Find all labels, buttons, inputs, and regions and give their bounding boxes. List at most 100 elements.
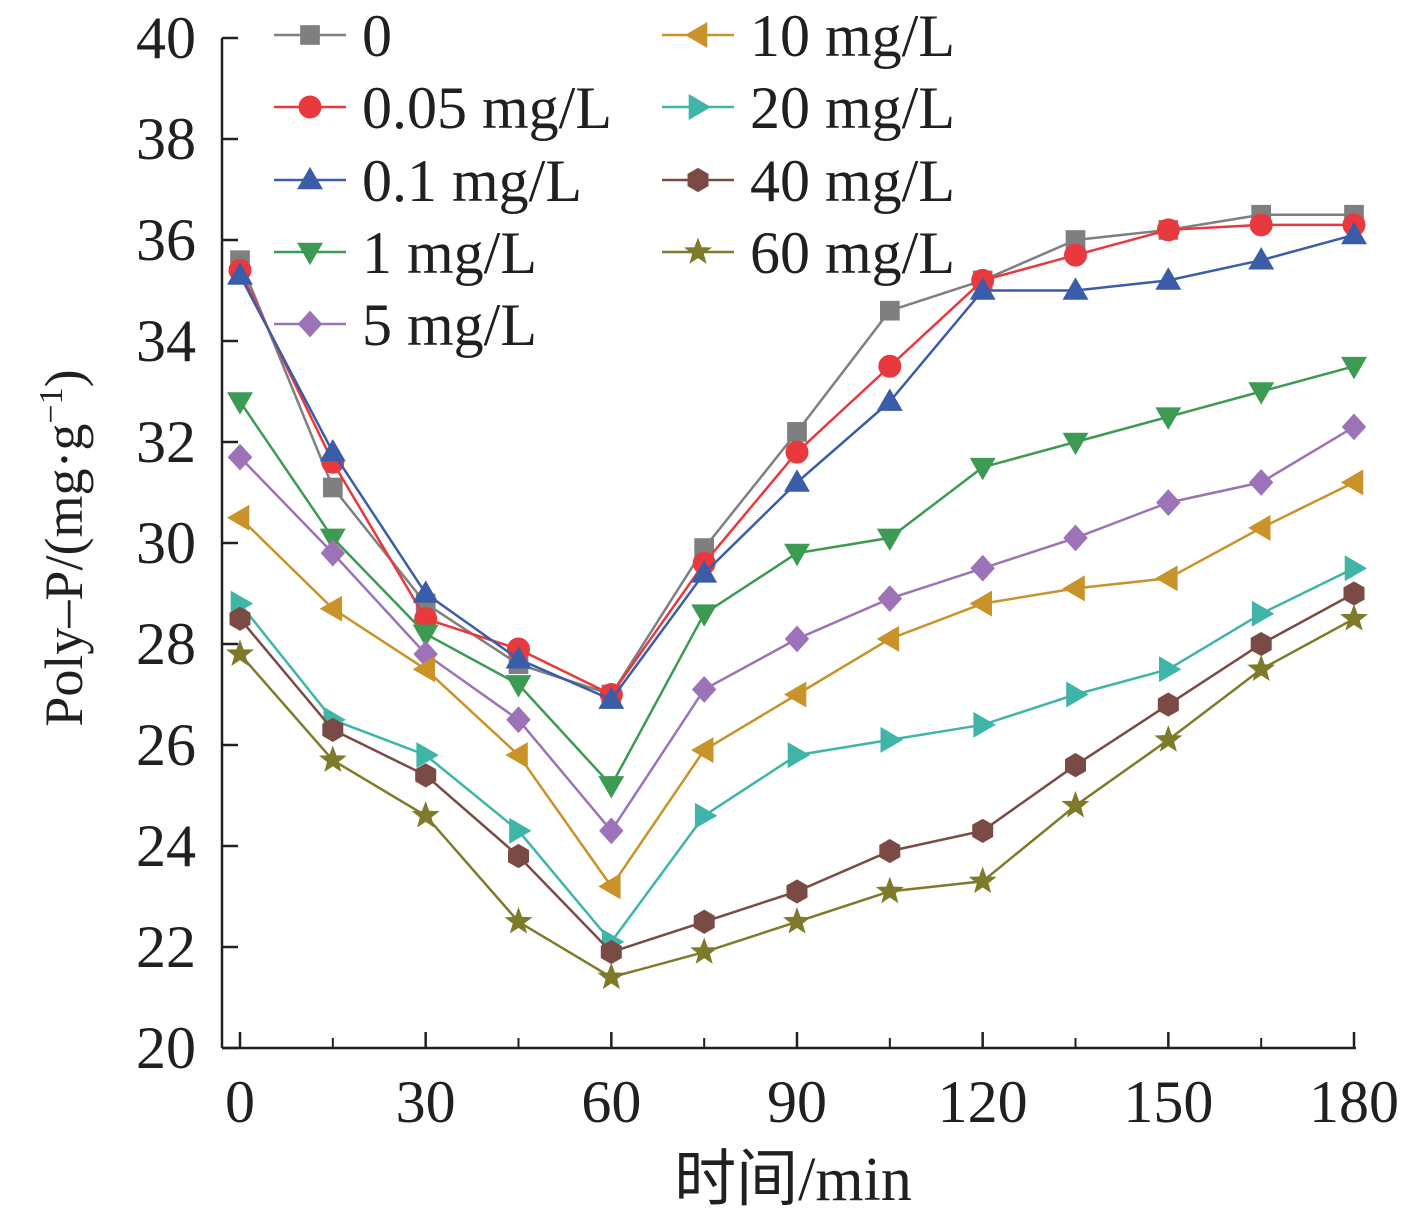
data-point (322, 717, 344, 742)
data-point (691, 737, 714, 764)
data-point (693, 909, 715, 934)
data-point (412, 624, 439, 647)
data-point (970, 554, 995, 582)
legend-item: 20 mg/L (662, 75, 955, 141)
data-point (505, 646, 532, 669)
data-point (973, 711, 996, 738)
data-point (1062, 277, 1089, 300)
data-point (876, 388, 903, 411)
x-tick-label: 180 (1309, 1069, 1399, 1135)
data-point (1341, 413, 1367, 441)
data-point (691, 676, 717, 703)
data-point (691, 604, 718, 627)
x-tick-label: 90 (767, 1069, 827, 1135)
data-point (1249, 213, 1273, 237)
data-point (1063, 524, 1088, 552)
legend-item: 1 mg/L (274, 220, 537, 286)
data-point (876, 528, 903, 551)
y-tick-label: 22 (136, 914, 196, 980)
legend-item: 40 mg/L (662, 148, 955, 214)
legend-marker (688, 94, 712, 120)
data-point (1154, 725, 1183, 752)
legend-label: 0.1 mg/L (362, 148, 582, 214)
series-line (239, 481, 1355, 889)
data-point (1066, 681, 1089, 708)
data-point (226, 639, 254, 666)
data-point (1248, 247, 1275, 270)
data-point (598, 686, 625, 709)
data-point (598, 776, 625, 799)
data-point (1157, 692, 1179, 717)
x-tick-label: 120 (938, 1069, 1028, 1135)
legend-marker (684, 237, 712, 264)
series-4 (227, 356, 1367, 799)
data-point (1155, 267, 1182, 290)
data-point (784, 543, 810, 567)
data-point (1155, 565, 1178, 592)
data-point (318, 745, 347, 772)
y-tick-label: 32 (136, 409, 196, 475)
legend-label: 0 (362, 3, 392, 69)
y-axis-title-superscript: −1 (33, 387, 70, 423)
data-point (1341, 356, 1367, 380)
y-tick-label: 20 (136, 1015, 196, 1081)
data-point (1341, 221, 1367, 245)
legend-item: 5 mg/L (274, 292, 537, 358)
data-point (1156, 218, 1180, 242)
data-point (784, 625, 810, 653)
data-point (787, 742, 811, 769)
legend-marker (297, 166, 323, 190)
data-point (598, 873, 621, 900)
data-point (876, 625, 900, 652)
data-point (506, 706, 531, 734)
data-point (1248, 382, 1275, 405)
data-point (877, 585, 903, 612)
y-tick-label: 24 (136, 813, 196, 879)
legend-label: 5 mg/L (362, 292, 537, 358)
data-point (415, 763, 437, 788)
data-point (1155, 407, 1182, 430)
legend-marker (298, 95, 322, 119)
data-point (1250, 631, 1272, 657)
data-point (504, 907, 533, 934)
x-axis-title: 时间/min (674, 1146, 912, 1214)
data-point (227, 392, 253, 415)
data-point (1340, 604, 1368, 631)
y-tick-label: 28 (136, 611, 196, 677)
data-point (785, 440, 809, 464)
series-6 (226, 469, 1364, 900)
legend-item: 10 mg/L (662, 3, 955, 69)
data-point (969, 277, 996, 300)
data-point (972, 818, 994, 843)
legend-marker (297, 242, 323, 266)
legend-label: 1 mg/L (362, 220, 537, 286)
axes: 20 22 24 26 28 30 32 34 36 38 40 0 30 60 90 120 150 180 (136, 5, 1399, 1135)
data-point (879, 300, 900, 321)
data-point (508, 843, 529, 869)
legend-marker (297, 310, 323, 338)
data-point (1248, 514, 1271, 541)
data-point (505, 675, 532, 698)
data-point (226, 504, 250, 531)
legend-label: 0.05 mg/L (362, 75, 612, 141)
series-9 (226, 604, 1368, 990)
legend-item: 60 mg/L (662, 220, 955, 286)
data-point (597, 962, 626, 990)
data-point (691, 560, 718, 583)
y-tick-label: 36 (136, 207, 196, 273)
data-point (1248, 469, 1274, 496)
data-point (505, 742, 528, 769)
data-point (968, 866, 997, 894)
x-tick-label: 30 (396, 1069, 456, 1135)
data-point (784, 469, 810, 492)
data-point (1064, 243, 1087, 267)
y-axis-title: Poly–P/(mg·g−1) (33, 369, 94, 726)
y-axis-title-close: ) (34, 369, 94, 387)
y-tick-label: 30 (136, 510, 196, 576)
series-2 (228, 213, 1366, 706)
y-tick-label: 26 (136, 712, 196, 778)
data-point (880, 726, 903, 753)
data-point (1247, 654, 1276, 682)
data-point (1062, 432, 1089, 456)
